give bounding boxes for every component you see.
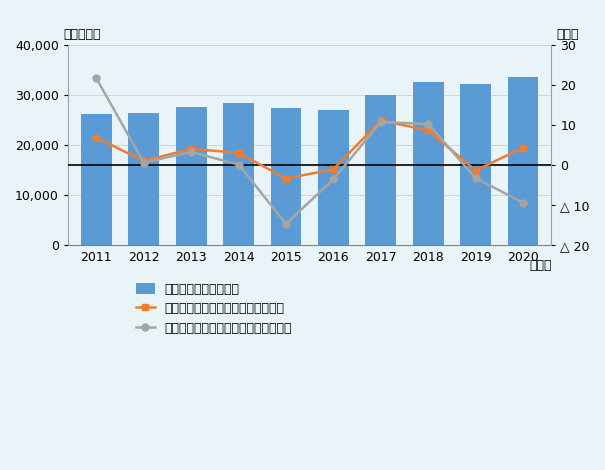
- デジタル関連財輸出伸び率（右軸）: [93, 135, 100, 141]
- デジタル関連財輸出伸び率（右軸）: [472, 168, 479, 173]
- Bar: [81, 114, 112, 245]
- Bar: [365, 94, 396, 245]
- 非デジタル関連財輸出伸び率（右軸）: [425, 121, 432, 127]
- Bar: [128, 113, 159, 245]
- 非デジタル関連財輸出伸び率（右軸）: [330, 177, 337, 182]
- デジタル関連財輸出伸び率（右軸）: [140, 158, 148, 164]
- 非デジタル関連財輸出伸び率（右軸）: [188, 149, 195, 155]
- 非デジタル関連財輸出伸び率（右軸）: [235, 162, 242, 167]
- Line: 非デジタル関連財輸出伸び率（右軸）: 非デジタル関連財輸出伸び率（右軸）: [93, 75, 526, 227]
- 非デジタル関連財輸出伸び率（右軸）: [472, 175, 479, 181]
- Line: デジタル関連財輸出伸び率（右軸）: デジタル関連財輸出伸び率（右軸）: [93, 117, 526, 182]
- Bar: [318, 110, 349, 245]
- 非デジタル関連財輸出伸び率（右軸）: [283, 221, 290, 227]
- デジタル関連財輸出伸び率（右軸）: [520, 145, 527, 150]
- Text: （億ドル）: （億ドル）: [63, 28, 100, 40]
- デジタル関連財輸出伸び率（右軸）: [330, 166, 337, 172]
- 非デジタル関連財輸出伸び率（右軸）: [520, 200, 527, 205]
- Bar: [270, 108, 301, 245]
- Legend: デジタル関連財輸出額, デジタル関連財輸出伸び率（右軸）, 非デジタル関連財輸出伸び率（右軸）: デジタル関連財輸出額, デジタル関連財輸出伸び率（右軸）, 非デジタル関連財輸出…: [132, 279, 296, 338]
- デジタル関連財輸出伸び率（右軸）: [188, 146, 195, 152]
- Text: （％）: （％）: [557, 28, 579, 40]
- Bar: [176, 108, 206, 245]
- デジタル関連財輸出伸び率（右軸）: [425, 128, 432, 133]
- 非デジタル関連財輸出伸び率（右軸）: [377, 119, 384, 125]
- 非デジタル関連財輸出伸び率（右軸）: [93, 76, 100, 81]
- Bar: [508, 77, 538, 245]
- デジタル関連財輸出伸び率（右軸）: [235, 150, 242, 156]
- 非デジタル関連財輸出伸び率（右軸）: [140, 160, 148, 165]
- Bar: [460, 84, 491, 245]
- Bar: [413, 82, 443, 245]
- Text: （年）: （年）: [529, 259, 552, 272]
- デジタル関連財輸出伸び率（右軸）: [377, 118, 384, 123]
- Bar: [223, 103, 254, 245]
- デジタル関連財輸出伸び率（右軸）: [283, 176, 290, 181]
